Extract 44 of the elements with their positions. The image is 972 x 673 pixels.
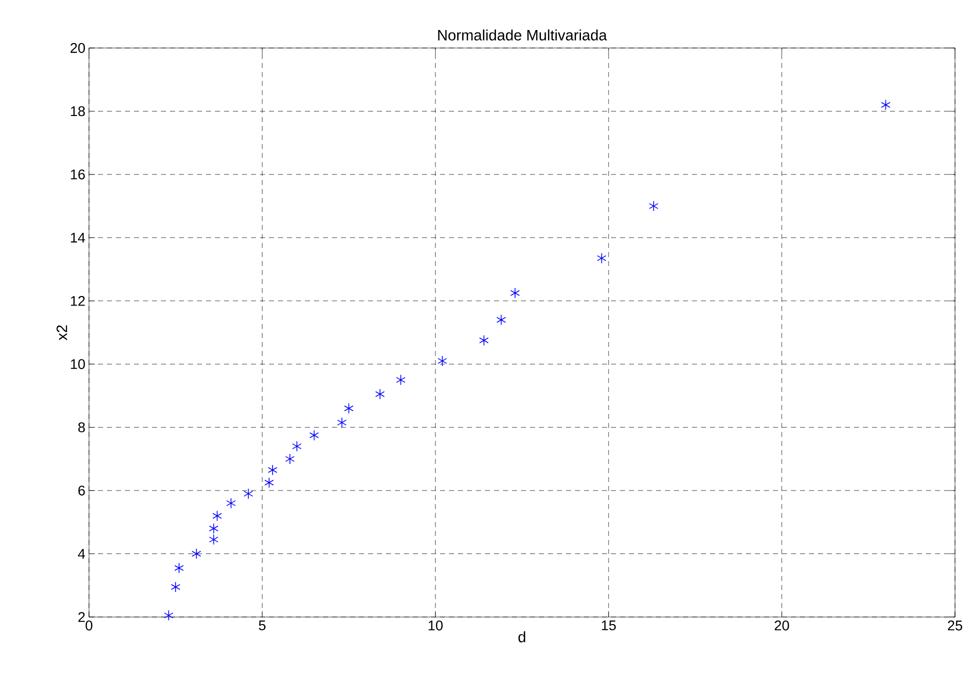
point	[268, 464, 278, 476]
y-tick-label: 8	[78, 422, 85, 432]
y-tick-label: 12	[70, 296, 85, 306]
y-tick-label: 14	[70, 232, 86, 242]
point	[396, 374, 406, 386]
y-tick-label: 20	[70, 43, 85, 53]
chart-title: Normalidade Multivariada	[438, 29, 607, 40]
y-tick-label: 10	[70, 359, 85, 370]
x-tick-label: 15	[602, 620, 616, 630]
point	[648, 200, 658, 212]
x-axis-title: d	[518, 631, 526, 642]
point	[208, 534, 218, 545]
y-tick-label: 16	[70, 169, 85, 180]
x-tick-label: 0	[86, 620, 92, 630]
y-tick-label: 18	[70, 106, 85, 116]
y-tick-label: 4	[78, 548, 86, 559]
point	[438, 356, 448, 366]
point	[170, 582, 180, 592]
y-tick-label: 6	[78, 486, 85, 496]
point	[285, 454, 295, 464]
point	[309, 430, 319, 441]
point	[264, 477, 274, 488]
x-tick-label: 25	[948, 620, 962, 630]
x-tick-label: 20	[774, 620, 790, 630]
point	[244, 488, 254, 500]
y-axis-title: x2	[56, 325, 68, 340]
point	[226, 498, 236, 509]
point	[192, 548, 202, 560]
point	[510, 288, 520, 298]
point	[208, 523, 218, 534]
point	[880, 99, 890, 110]
point	[344, 402, 354, 414]
point	[174, 562, 184, 574]
point	[479, 335, 489, 346]
y-tick-label: 2	[78, 612, 85, 622]
point	[496, 314, 506, 326]
point	[212, 510, 222, 522]
x-tick-label: 10	[428, 620, 443, 630]
point	[596, 252, 606, 264]
point	[337, 417, 347, 428]
point	[164, 610, 174, 621]
point	[375, 388, 385, 400]
point	[292, 440, 302, 452]
x-tick-label: 5	[258, 620, 266, 630]
